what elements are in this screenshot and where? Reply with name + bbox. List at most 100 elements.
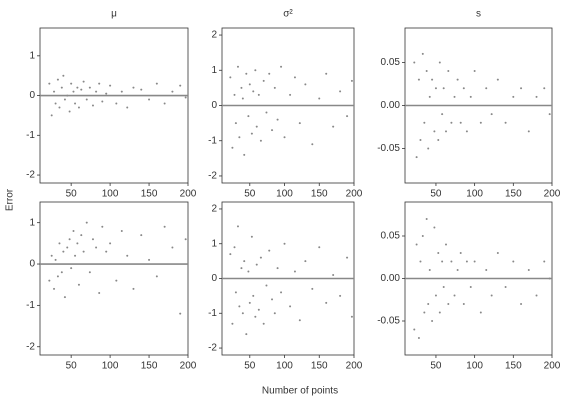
point (350, 79, 353, 82)
point (229, 76, 232, 79)
y-tick-label: -1 (208, 135, 217, 146)
point (442, 87, 445, 90)
y-tick-label: 0.00 (381, 100, 401, 111)
x-tick-label: 100 (276, 361, 293, 372)
point (485, 87, 488, 90)
point (148, 258, 151, 261)
point (325, 72, 328, 75)
point (421, 235, 424, 237)
x-tick-label: 200 (544, 361, 561, 372)
x-tick-label: 50 (430, 361, 442, 372)
point (346, 256, 349, 259)
point (346, 115, 349, 118)
point (238, 305, 241, 308)
point (450, 121, 453, 124)
point (248, 83, 251, 86)
point (82, 80, 85, 83)
point (109, 84, 112, 87)
point (241, 312, 244, 315)
point (77, 106, 80, 109)
point (63, 98, 66, 101)
point (234, 122, 237, 125)
y-tick-label: 1 (29, 217, 35, 228)
point (58, 242, 61, 245)
point (456, 78, 459, 81)
point (85, 98, 88, 101)
y-tick-label: 0.05 (381, 57, 401, 68)
point (132, 86, 135, 89)
point (132, 287, 135, 290)
point (273, 312, 276, 315)
point (268, 249, 271, 252)
point (163, 225, 166, 228)
x-tick-label: 50 (244, 361, 256, 372)
point (62, 250, 65, 253)
point (184, 238, 187, 241)
point (155, 275, 158, 278)
point (101, 225, 104, 228)
point (120, 229, 123, 232)
y-tick-label: 0.00 (381, 273, 401, 284)
point (254, 315, 257, 318)
point (91, 104, 94, 107)
point (60, 271, 63, 274)
point (265, 111, 268, 114)
y-tick-label: -1 (26, 130, 35, 141)
point (527, 269, 530, 271)
point (473, 260, 476, 263)
point (56, 78, 59, 81)
y-tick-label: 1 (211, 238, 217, 249)
point (259, 139, 262, 142)
x-tick-label: 100 (466, 361, 483, 372)
point (415, 243, 418, 246)
panel-title: s (476, 9, 481, 20)
point (74, 254, 77, 257)
point (496, 78, 499, 81)
point (271, 298, 274, 301)
point (465, 260, 468, 263)
point (271, 129, 274, 132)
point (504, 121, 507, 124)
point (445, 243, 448, 246)
point (465, 130, 468, 133)
point (442, 286, 445, 288)
point (259, 256, 262, 259)
point (105, 92, 108, 95)
point (163, 102, 166, 105)
point (233, 93, 236, 96)
point (60, 86, 63, 89)
panel-frame (39, 27, 189, 184)
point (289, 305, 292, 308)
point (438, 61, 441, 64)
point (276, 267, 279, 270)
point (462, 303, 465, 305)
point (115, 102, 118, 105)
point (473, 70, 476, 73)
panel-frame (39, 201, 189, 356)
point (236, 225, 239, 228)
point (413, 61, 416, 64)
point (229, 253, 232, 256)
point (101, 100, 104, 103)
point (280, 65, 283, 68)
point (70, 267, 73, 270)
point (459, 121, 462, 124)
point (512, 95, 515, 98)
point (245, 72, 248, 75)
point (88, 271, 91, 274)
point (140, 234, 143, 237)
y-tick-label: -0.05 (377, 143, 400, 154)
y-tick-label: -1 (208, 308, 217, 319)
point (425, 70, 428, 73)
point (535, 294, 538, 297)
point (48, 279, 51, 282)
point (425, 218, 428, 220)
point (318, 97, 321, 100)
point (252, 90, 255, 93)
point (459, 252, 462, 254)
point (520, 87, 523, 90)
point (417, 78, 420, 81)
point (441, 260, 444, 263)
point (283, 136, 286, 139)
point (423, 311, 426, 314)
